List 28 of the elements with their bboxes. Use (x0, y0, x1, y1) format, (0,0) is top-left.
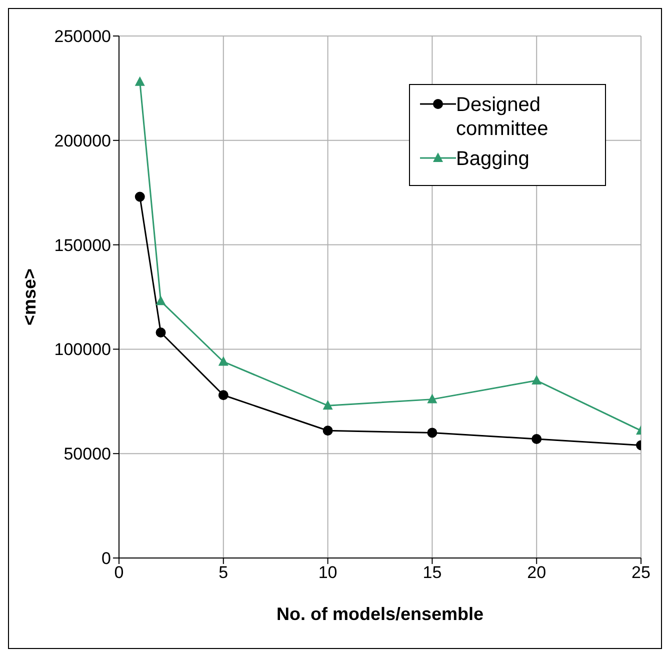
point (322, 426, 333, 436)
point (156, 327, 166, 338)
point (427, 428, 438, 438)
y-tick-label: 200000 (54, 131, 111, 150)
y-axis-title: <mse> (19, 268, 40, 326)
x-tick-label: 25 (632, 563, 650, 582)
x-tick-label: 20 (527, 563, 546, 582)
legend-label: Bagging (456, 147, 530, 171)
y-tick-label: 50000 (64, 444, 111, 464)
point (156, 296, 166, 306)
point (134, 76, 145, 86)
y-tick-label: 0 (102, 549, 111, 568)
x-axis-title: No. of models/ensemble (276, 604, 484, 624)
point (218, 390, 228, 400)
x-tick-label: 5 (218, 563, 228, 582)
point (322, 400, 333, 410)
point (532, 375, 542, 385)
y-tick-label: 100000 (54, 340, 111, 360)
point (218, 356, 228, 366)
y-tick-label: 250000 (54, 27, 111, 46)
y-tick-label: 150000 (54, 236, 111, 255)
point (532, 434, 542, 444)
legend-label: Designed committee (456, 93, 550, 141)
point (134, 192, 145, 202)
x-tick-label: 0 (114, 563, 124, 582)
x-tick-label: 15 (422, 563, 442, 582)
point (427, 394, 438, 404)
x-tick-label: 10 (318, 563, 338, 582)
